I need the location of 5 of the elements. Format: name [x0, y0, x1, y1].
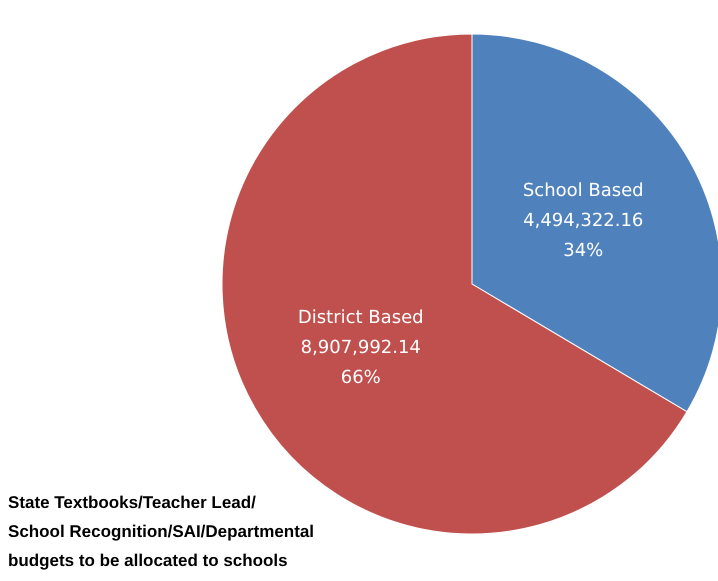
- data-label: 8,907,992.14 66%: [300, 336, 421, 388]
- text: State Textbooks/Teacher Lead/ School Recognition/SAI/Departmental budgets to be allocated to schools: [8, 493, 314, 570]
- data-label: 4,494,322.16 34%: [523, 210, 644, 262]
- slice-label: School Based: [522, 180, 644, 202]
- slice-label: District Based: [298, 306, 424, 328]
